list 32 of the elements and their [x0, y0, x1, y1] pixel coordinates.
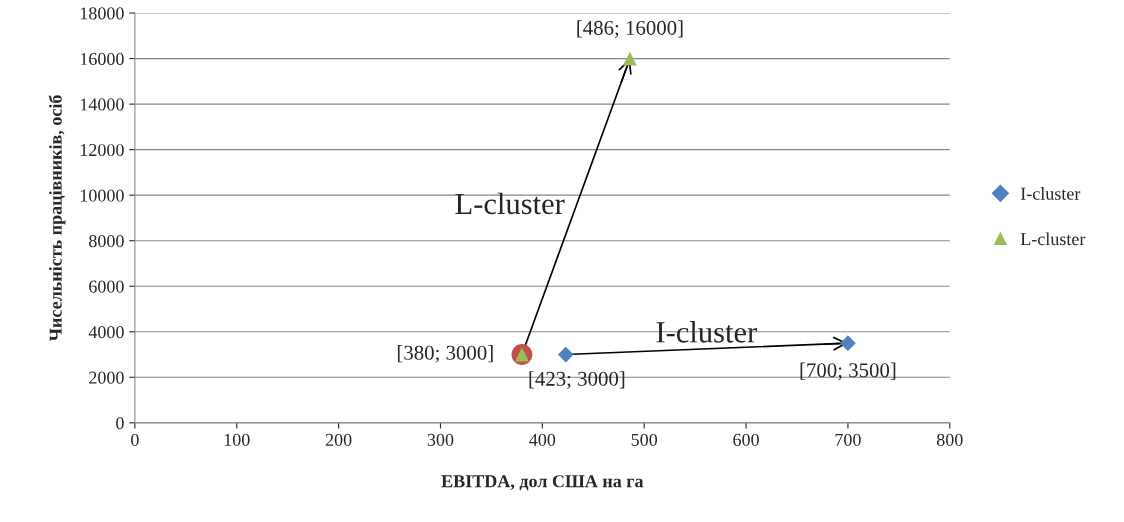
- x-tick-label: 600: [733, 433, 759, 446]
- x-tick-label: 700: [835, 433, 861, 446]
- annotation: [486; 16000]: [577, 20, 683, 38]
- x-axis-title: EBITDA, дол США на га: [441, 475, 644, 491]
- y-tick-label: 6000: [89, 280, 124, 293]
- point: [557, 346, 574, 363]
- y-axis-title: Чисельність працівників, осіб: [48, 95, 66, 342]
- y-tick-label: 14000: [80, 98, 124, 111]
- point: [840, 335, 856, 351]
- y-tick-label: 0: [116, 417, 124, 430]
- x-tick-label: 400: [529, 433, 556, 446]
- y-tick-label: 12000: [80, 143, 124, 157]
- legend-label: I-cluster: [1020, 187, 1081, 200]
- annotation: [380; 3000]: [397, 345, 493, 363]
- x-tick-label: 100: [224, 433, 250, 446]
- annotation: [700; 3500]: [800, 362, 896, 381]
- y-tick-label: 18000: [80, 7, 124, 20]
- x-tick-label: 800: [936, 433, 963, 446]
- point: [622, 51, 637, 66]
- annotation: [423; 3000]: [529, 371, 625, 389]
- y-tick-label: 8000: [89, 234, 124, 248]
- x-tick-label: 500: [631, 433, 658, 446]
- y-tick-label: 4000: [88, 326, 124, 339]
- y-tick-label: 10000: [80, 189, 124, 202]
- y-tick-label: 16000: [80, 52, 124, 66]
- annotation: I-cluster: [656, 321, 757, 343]
- x-tick-label: 0: [131, 433, 139, 446]
- y-tick-label: 2000: [89, 371, 124, 384]
- annotation: L-cluster: [455, 192, 565, 215]
- legend-label: L-cluster: [1020, 232, 1086, 246]
- x-tick-label: 300: [427, 433, 454, 446]
- x-tick-label: 200: [325, 433, 352, 446]
